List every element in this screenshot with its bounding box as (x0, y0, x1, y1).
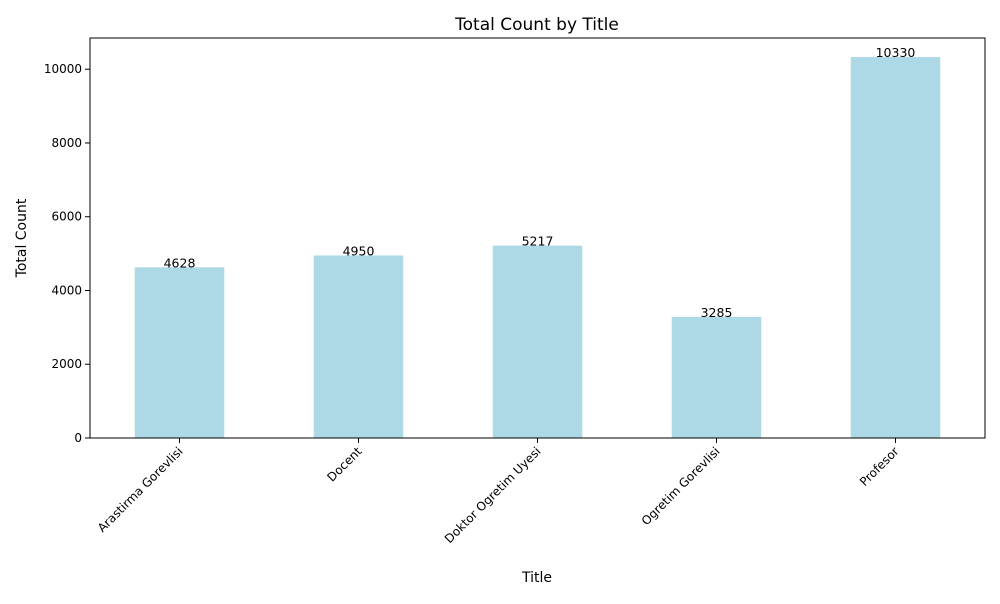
x-tick-label-3: Ogretim Gorevlisi (639, 444, 723, 528)
y-axis-label: Total Count (14, 198, 30, 278)
x-axis-ticks: Arastirma Gorevlisi Docent Doktor Ogretim … (95, 438, 902, 546)
y-tick-label-2: 4000 (51, 283, 82, 297)
data-label-0: 4628 (164, 255, 196, 270)
x-tick-label-1: Docent (324, 444, 364, 484)
x-tick-label-4: Profesor (857, 444, 902, 489)
x-axis-label: Title (521, 570, 552, 586)
y-tick-label-0: 0 (74, 431, 82, 445)
bar-4 (850, 57, 941, 439)
data-label-1: 4950 (343, 243, 375, 258)
y-tick-label-4: 8000 (51, 136, 82, 150)
bar-2 (492, 245, 583, 438)
bar-0 (134, 267, 225, 438)
data-label-2: 5217 (522, 234, 554, 249)
x-tick-label-2: Doktor Ogretim Uyesi (442, 444, 544, 546)
y-tick-label-5: 10000 (44, 62, 82, 76)
data-label-4: 10330 (876, 45, 916, 60)
x-tick-label-0: Arastirma Gorevlisi (95, 444, 186, 535)
bar-3 (671, 316, 762, 438)
chart-title: Total Count by Title (454, 15, 619, 35)
plot-frame (89, 37, 986, 439)
y-tick-label-3: 6000 (51, 210, 82, 224)
y-axis-ticks: 0 2000 4000 6000 8000 10000 (44, 62, 90, 445)
bars-layer (134, 57, 941, 439)
data-labels-layer: 4628 4950 5217 3285 10330 (164, 45, 916, 320)
data-label-3: 3285 (701, 305, 733, 320)
y-tick-label-1: 2000 (51, 357, 82, 371)
bar-1 (313, 255, 404, 438)
